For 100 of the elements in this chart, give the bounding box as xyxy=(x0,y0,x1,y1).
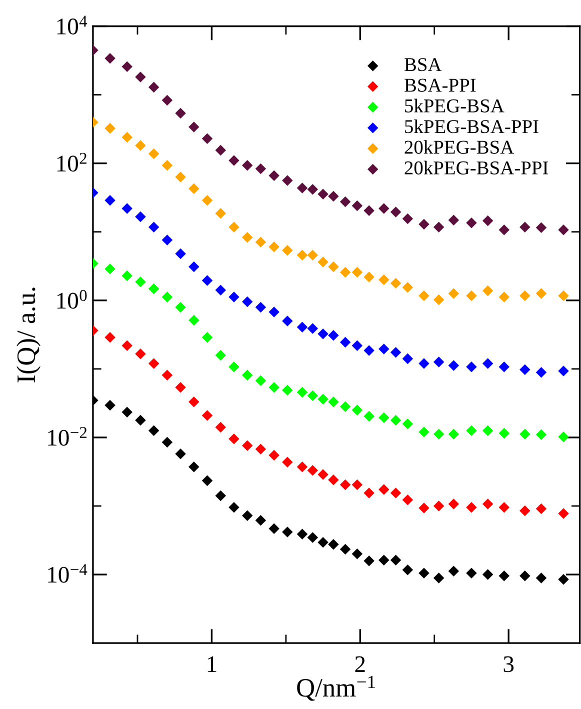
point xyxy=(378,484,390,495)
point xyxy=(498,362,510,372)
point xyxy=(228,433,240,444)
point xyxy=(558,431,569,442)
point xyxy=(352,200,363,212)
point xyxy=(498,570,510,582)
point xyxy=(536,429,547,440)
point xyxy=(536,288,547,299)
point xyxy=(520,428,530,440)
point xyxy=(433,222,444,233)
point xyxy=(466,290,477,302)
point xyxy=(364,345,374,356)
point xyxy=(202,332,213,343)
point xyxy=(482,498,494,510)
point xyxy=(328,539,339,550)
point xyxy=(175,248,186,260)
point xyxy=(536,366,547,378)
point xyxy=(228,362,240,372)
x-tick-label: 2 xyxy=(355,656,365,672)
point xyxy=(162,292,173,302)
point xyxy=(352,266,363,278)
point xyxy=(188,122,200,132)
point xyxy=(378,274,390,286)
point xyxy=(402,494,414,506)
point xyxy=(188,396,200,408)
point xyxy=(188,261,200,272)
point xyxy=(296,386,308,398)
point xyxy=(418,426,430,438)
point xyxy=(448,566,460,577)
point xyxy=(318,188,328,200)
point xyxy=(307,464,318,476)
point xyxy=(340,479,351,490)
point xyxy=(448,498,460,510)
point xyxy=(390,278,402,289)
point xyxy=(282,316,293,326)
point xyxy=(188,314,200,326)
legend-label: 20kPEG-BSA xyxy=(404,140,514,154)
point xyxy=(104,53,116,64)
point xyxy=(307,184,318,195)
point xyxy=(202,133,213,144)
point xyxy=(104,264,116,274)
point xyxy=(148,222,160,233)
point xyxy=(378,412,390,423)
point xyxy=(402,353,414,364)
point xyxy=(215,422,226,433)
legend-label: 5kPEG-BSA xyxy=(405,98,504,112)
point xyxy=(536,572,547,584)
point xyxy=(328,261,339,272)
point xyxy=(242,232,253,243)
point xyxy=(433,294,444,306)
point xyxy=(135,211,146,222)
point xyxy=(228,155,240,166)
point xyxy=(498,428,510,439)
point xyxy=(520,290,530,302)
point xyxy=(433,500,444,512)
point xyxy=(318,536,328,548)
point xyxy=(135,348,146,360)
x-tick-label: 1 xyxy=(208,656,216,672)
point xyxy=(188,462,200,472)
point xyxy=(215,490,226,502)
point xyxy=(433,356,444,368)
point xyxy=(482,425,494,436)
point xyxy=(255,236,266,248)
point xyxy=(340,336,351,348)
point xyxy=(390,554,402,566)
point xyxy=(418,358,430,369)
point xyxy=(282,175,293,186)
y-tick-label: 10$^{−2}$ xyxy=(48,426,87,446)
point xyxy=(558,290,569,302)
point xyxy=(466,362,477,372)
point xyxy=(268,242,280,252)
point xyxy=(268,306,280,318)
point xyxy=(282,526,293,538)
point xyxy=(536,222,547,234)
point xyxy=(418,218,430,230)
point xyxy=(318,256,328,268)
point xyxy=(148,358,160,369)
y-tick-label: 10$^{2}$ xyxy=(57,152,86,172)
point xyxy=(296,182,308,194)
point xyxy=(104,332,116,343)
point xyxy=(282,456,293,468)
point xyxy=(148,283,160,294)
point xyxy=(296,250,308,261)
point xyxy=(498,292,510,302)
point xyxy=(448,214,460,226)
point xyxy=(466,218,477,228)
point xyxy=(202,275,213,286)
point xyxy=(202,194,213,206)
point xyxy=(352,548,363,560)
point xyxy=(340,401,351,412)
point xyxy=(104,400,116,411)
legend-label: 5kPEG-BSA-PPI xyxy=(405,119,538,134)
point xyxy=(307,390,318,402)
point xyxy=(418,568,430,578)
point xyxy=(135,140,146,151)
point xyxy=(135,276,146,288)
point xyxy=(122,340,132,351)
point xyxy=(215,284,226,296)
point xyxy=(162,370,173,380)
point xyxy=(215,144,226,156)
